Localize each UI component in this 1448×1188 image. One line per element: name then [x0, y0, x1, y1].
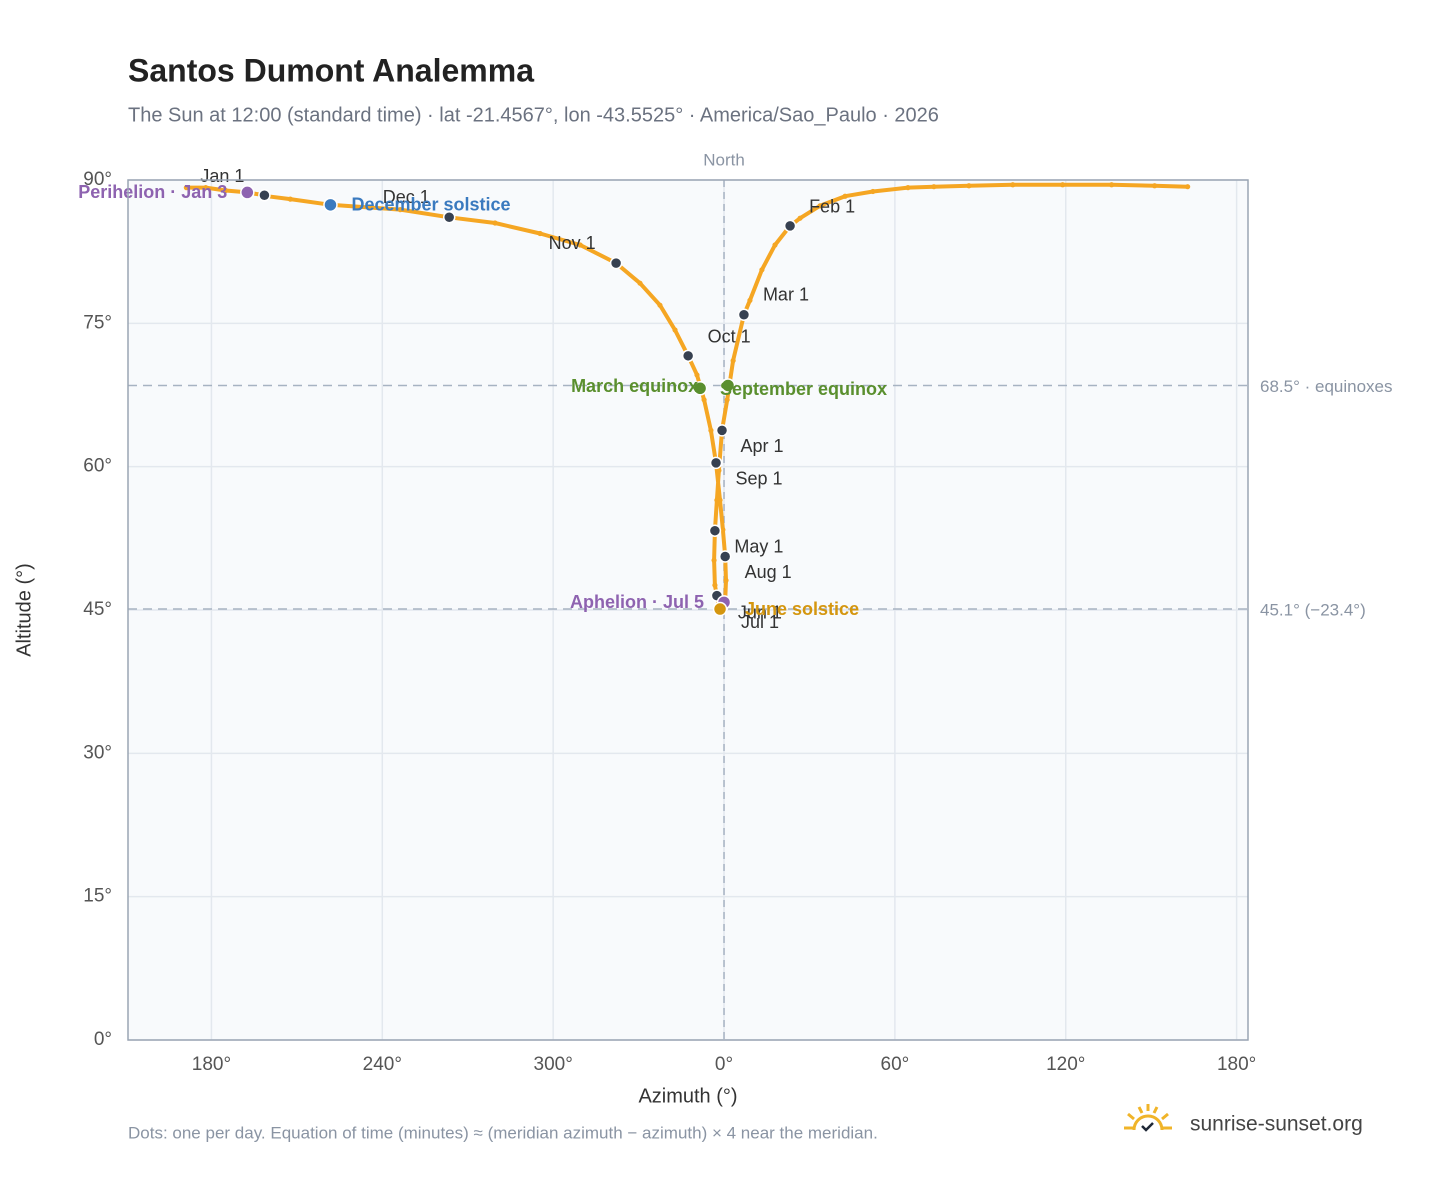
reference-label: 45.1° (−23.4°) — [1260, 601, 1366, 620]
month-marker — [442, 211, 456, 224]
x-tick-label: 120° — [1046, 1054, 1085, 1075]
day-dot — [492, 220, 498, 226]
month-label: Jul 1 — [741, 612, 779, 632]
month-label: Mar 1 — [763, 284, 809, 304]
brand: sunrise-sunset.org — [1190, 1113, 1363, 1136]
day-dot — [397, 207, 403, 213]
day-dot — [931, 184, 937, 190]
month-marker — [718, 550, 732, 563]
month-label: May 1 — [734, 536, 783, 556]
day-dot — [712, 582, 718, 588]
footnote: Dots: one per day. Equation of time (min… — [128, 1123, 878, 1142]
month-marker — [609, 256, 623, 270]
event-label: Perihelion · Jan 3 — [78, 182, 227, 202]
y-tick-label: 30° — [83, 742, 112, 763]
y-tick-label: 75° — [83, 312, 112, 333]
day-dot — [701, 397, 707, 403]
day-dot — [723, 577, 729, 583]
day-dot — [772, 242, 778, 248]
month-label: Jun 1 — [738, 602, 782, 622]
day-dot — [716, 467, 722, 474]
y-axis-label: Altitude (°) — [13, 563, 35, 657]
day-dot — [1060, 182, 1066, 188]
chart-subtitle: The Sun at 12:00 (standard time) · lat -… — [128, 104, 939, 126]
day-dot — [720, 527, 726, 533]
month-label: Aug 1 — [745, 562, 792, 582]
day-dot — [717, 497, 723, 503]
day-dot — [577, 242, 583, 248]
month-marker — [708, 524, 722, 537]
day-dot — [672, 327, 678, 333]
day-dot — [708, 427, 714, 433]
day-dot — [966, 183, 972, 189]
month-label: Dec 1 — [383, 187, 430, 207]
day-dot — [1185, 184, 1191, 190]
day-dot — [537, 230, 543, 237]
y-tick-label: 90° — [83, 169, 112, 190]
day-dot — [759, 267, 765, 273]
day-dot — [711, 557, 717, 563]
event-marker — [240, 185, 255, 200]
month-marker — [709, 456, 723, 470]
day-dot — [870, 188, 876, 195]
day-dot — [637, 280, 643, 286]
day-dot — [287, 196, 293, 202]
reference-label: 68.5° · equinoxes — [1260, 377, 1393, 396]
event-label: Aphelion · Jul 5 — [570, 592, 704, 612]
day-dot — [694, 372, 700, 378]
x-tick-label: 180° — [1217, 1054, 1256, 1075]
chart-title: Santos Dumont Analemma — [128, 52, 534, 88]
day-dot — [183, 185, 189, 191]
x-tick-label: 0° — [715, 1054, 733, 1075]
event-marker — [712, 601, 728, 617]
day-dot — [223, 187, 229, 194]
event-label: September equinox — [720, 379, 887, 399]
x-axis-label: Azimuth (°) — [638, 1085, 737, 1107]
month-label: Nov 1 — [549, 233, 596, 253]
plot-border — [127, 179, 1249, 1041]
y-tick-label: 45° — [83, 599, 112, 620]
event-label: June solstice — [745, 599, 859, 619]
x-tick-label: 60° — [881, 1054, 910, 1075]
day-dot — [797, 215, 803, 221]
y-tick-label: 60° — [83, 456, 112, 477]
day-dot — [1151, 183, 1158, 189]
month-marker — [783, 219, 797, 233]
x-tick-label: 240° — [363, 1054, 402, 1075]
month-label: Sep 1 — [736, 469, 783, 489]
month-label: Apr 1 — [741, 436, 784, 456]
day-dot — [657, 302, 663, 308]
day-dot — [730, 358, 736, 364]
event-label: March equinox — [571, 376, 698, 396]
month-marker — [737, 308, 751, 321]
day-dot — [817, 203, 823, 209]
day-dot — [747, 297, 753, 303]
event-marker — [692, 381, 708, 396]
day-dot — [1010, 182, 1016, 188]
day-dot — [203, 185, 209, 191]
y-tick-label: 15° — [83, 886, 112, 907]
day-dot — [1108, 182, 1115, 188]
month-marker — [715, 424, 729, 437]
month-label: Jan 1 — [200, 166, 244, 186]
brand-logo — [1124, 1104, 1172, 1132]
event-label: December solstice — [351, 195, 510, 215]
month-label: Oct 1 — [708, 327, 751, 347]
day-dot — [724, 397, 730, 403]
event-marker — [720, 378, 736, 393]
x-tick-label: 300° — [534, 1054, 573, 1075]
y-tick-label: 0° — [94, 1029, 112, 1050]
event-marker — [323, 197, 338, 213]
month-marker — [681, 349, 695, 363]
day-dot — [842, 193, 848, 199]
month-marker — [258, 189, 271, 202]
day-dot — [905, 185, 911, 191]
x-tick-label: 180° — [192, 1054, 231, 1075]
month-label: Feb 1 — [809, 197, 855, 217]
north-label: North — [703, 150, 745, 169]
